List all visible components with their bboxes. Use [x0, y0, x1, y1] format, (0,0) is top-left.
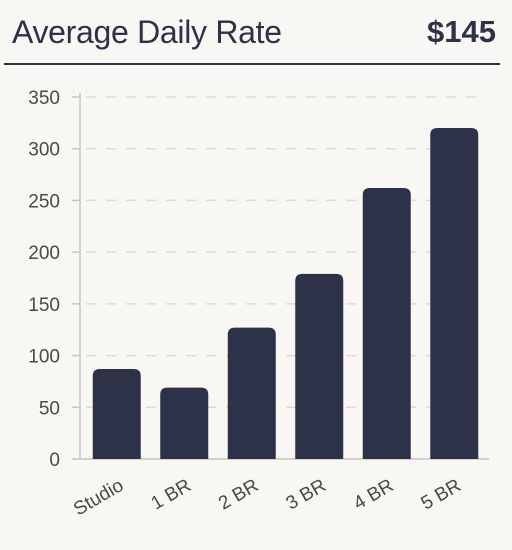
y-tick-label: 100 [28, 347, 60, 368]
bar-studio[interactable] [92, 369, 141, 459]
headline-value: $145 [427, 14, 496, 49]
x-tick-label: 1 BR [148, 475, 195, 514]
x-tick-label: 5 BR [418, 475, 465, 514]
x-tick-label: 4 BR [350, 475, 397, 514]
y-tick-label: 250 [28, 191, 60, 212]
y-tick-label: 0 [49, 450, 60, 471]
bar-1-br[interactable] [160, 387, 209, 459]
bar-3-br[interactable] [295, 273, 344, 459]
y-tick-label: 200 [28, 243, 60, 264]
y-tick-label: 150 [28, 295, 60, 316]
bar-4-br[interactable] [362, 188, 411, 459]
y-tick-label: 50 [39, 398, 60, 419]
bar-5-br[interactable] [430, 128, 479, 459]
y-tick-label: 300 [28, 140, 60, 161]
x-tick-label: 2 BR [215, 475, 262, 514]
chart-title: Average Daily Rate [12, 14, 282, 50]
bar-2-br[interactable] [227, 327, 276, 459]
y-tick-label: 350 [28, 88, 60, 109]
x-tick-label: Studio [70, 475, 127, 520]
chart-header: Average Daily Rate $145 [4, 0, 500, 65]
x-tick-label: 3 BR [283, 475, 330, 514]
